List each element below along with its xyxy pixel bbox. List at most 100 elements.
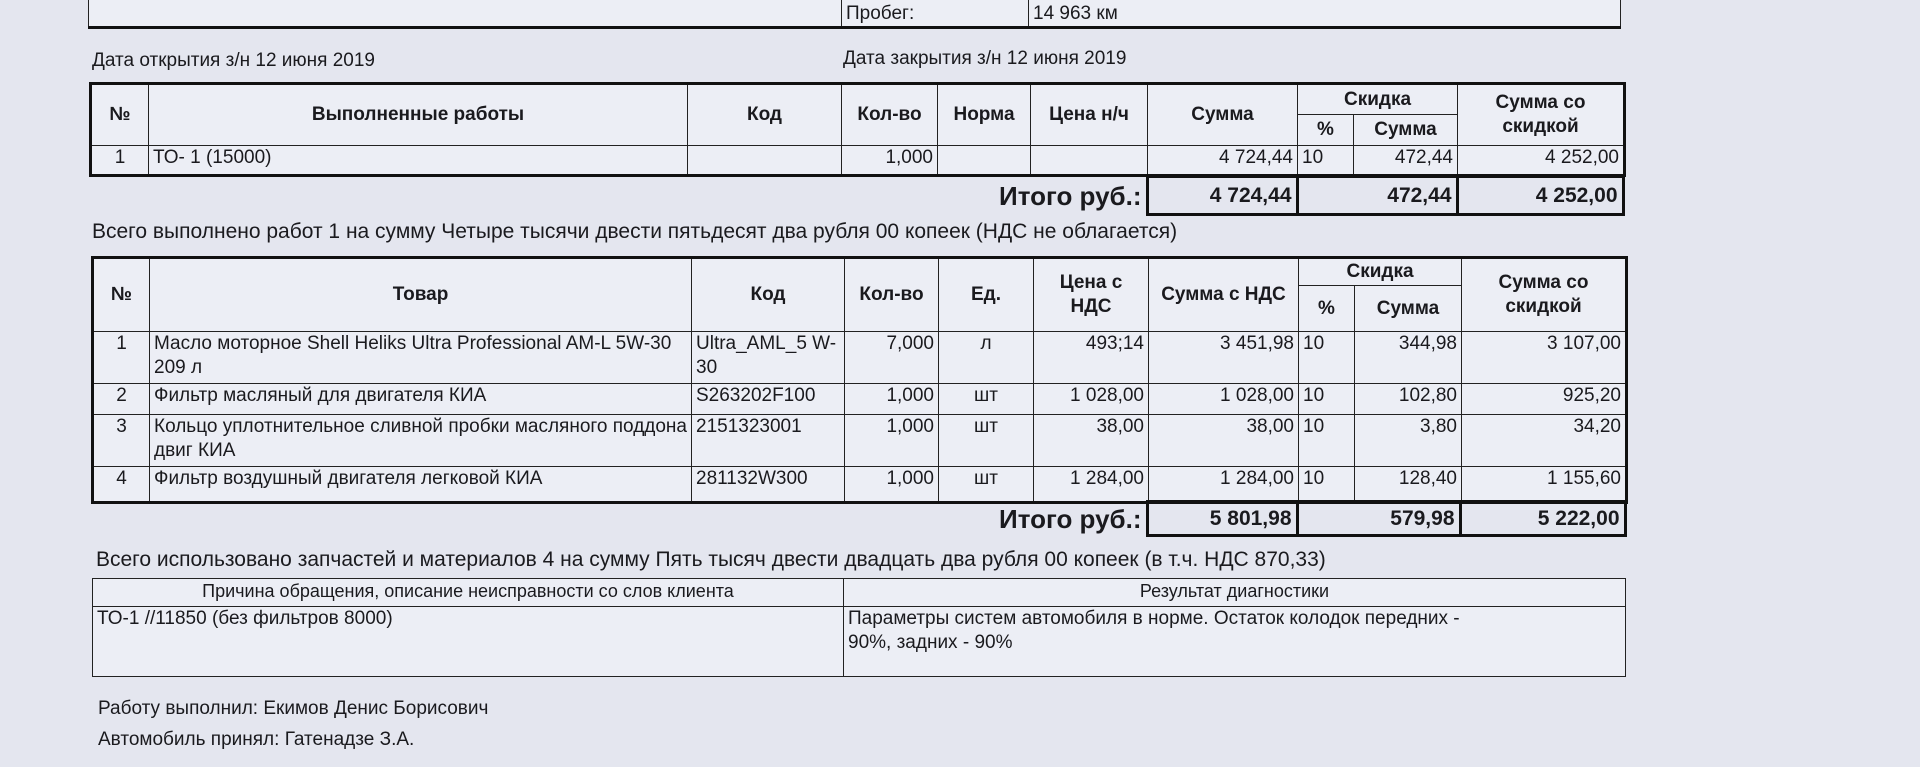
goods-summary: Всего использовано запчастей и материало… [96, 548, 1326, 571]
row-disc: 3,80 [1354, 414, 1462, 467]
row-unit: шт [938, 414, 1034, 467]
open-date: Дата открытия з/н 12 июня 2019 [92, 50, 375, 71]
row-name: Фильтр масляный для двигателя КИА [149, 383, 692, 415]
col-sum-discounted: Сумма со скидкой [1457, 83, 1625, 146]
table-row: 1 ТО- 1 (15000) 1,000 4 724,44 10 472,44… [90, 145, 1625, 176]
col-discount-sum: Сумма [1354, 285, 1462, 332]
col-discount-sum: Сумма [1353, 114, 1458, 146]
row-sum: 38,00 [1148, 414, 1299, 467]
row-disc: 344,98 [1354, 331, 1462, 384]
row-qty: 1,000 [844, 414, 939, 467]
total-label: Итого руб.: [999, 180, 1142, 211]
vehicle-info-table: Пробег: 14 963 км [88, 0, 1621, 29]
accepted-by: Автомобиль принял: Гатенадзе З.А. [98, 729, 415, 750]
diagnostics-table: Причина обращения, описание неисправност… [92, 578, 1626, 677]
row-code: S263202F100 [691, 383, 845, 415]
col-price: Цена с НДС [1033, 257, 1149, 332]
mileage-value: 14 963 км [1028, 0, 1621, 28]
col-sum: Сумма [1147, 83, 1298, 146]
row-price: 493;14 [1033, 331, 1149, 384]
row-name: Фильтр воздушный двигателя легковой КИА [149, 466, 692, 503]
row-price [1030, 145, 1148, 176]
row-total: 4 252,00 [1457, 145, 1625, 176]
row-total: 1 155,60 [1461, 466, 1627, 503]
col-price: Цена н/ч [1030, 83, 1148, 146]
col-discount-pct: % [1297, 114, 1354, 146]
col-unit: Ед. [938, 257, 1034, 332]
col-discount: Скидка [1298, 257, 1462, 286]
row-num: 1 [92, 331, 150, 384]
row-pct: 10 [1297, 145, 1354, 176]
reason-text: ТО-1 //11850 (без фильтров 8000) [92, 606, 844, 677]
total-final: 5 222,00 [1458, 500, 1627, 537]
col-norm: Норма [937, 83, 1031, 146]
row-pct: 10 [1298, 331, 1355, 384]
col-code: Код [687, 83, 842, 146]
col-sum: Сумма с НДС [1148, 257, 1299, 332]
row-qty: 1,000 [844, 383, 939, 415]
row-code: 2151323001 [691, 414, 845, 467]
row-num: 1 [90, 145, 149, 176]
row-unit: л [938, 331, 1034, 384]
row-sum: 3 451,98 [1148, 331, 1299, 384]
row-sum: 1 028,00 [1148, 383, 1299, 415]
goods-table: № Товар Код Кол-во Ед. Цена с НДС Сумма … [91, 256, 1628, 504]
row-num: 4 [92, 466, 150, 503]
reason-header: Причина обращения, описание неисправност… [92, 578, 844, 607]
row-qty: 1,000 [844, 466, 939, 503]
row-pct: 10 [1298, 466, 1355, 503]
total-sum: 4 724,44 [1145, 175, 1299, 216]
works-table: № Выполненные работы Код Кол-во Норма Це… [89, 82, 1626, 177]
total-discount: 472,44 [1295, 175, 1459, 216]
col-discount: Скидка [1297, 83, 1458, 115]
goods-total: Итого руб.: 5 801,98 579,98 5 222,00 [700, 500, 1627, 537]
col-num: № [90, 83, 149, 146]
row-pct: 10 [1298, 414, 1355, 467]
row-total: 3 107,00 [1461, 331, 1627, 384]
table-row: 3 Кольцо уплотнительное сливной пробки ма… [92, 414, 1627, 467]
performed-by: Работу выполнил: Екимов Денис Борисович [98, 698, 489, 719]
row-unit: шт [938, 466, 1034, 503]
empty-cell [88, 0, 842, 28]
col-qty: Кол-во [844, 257, 939, 332]
close-date: Дата закрытия з/н 12 июня 2019 [843, 48, 1127, 69]
table-row: 4 Фильтр воздушный двигателя легковой КИА… [92, 466, 1627, 503]
row-price: 1 028,00 [1033, 383, 1149, 415]
result-text: Параметры систем автомобиля в норме. Ост… [843, 606, 1626, 677]
table-row: 1 Масло моторное Shell Heliks Ultra Profe… [92, 331, 1627, 384]
row-code [687, 145, 842, 176]
row-name: Масло моторное Shell Heliks Ultra Profes… [149, 331, 692, 384]
row-unit: шт [938, 383, 1034, 415]
total-discount: 579,98 [1295, 500, 1462, 537]
row-code: Ultra_AML_5 W-30 [691, 331, 845, 384]
row-qty: 1,000 [841, 145, 938, 176]
col-sum-discounted: Сумма со скидкой [1461, 257, 1627, 332]
col-num: № [92, 257, 150, 332]
row-price: 1 284,00 [1033, 466, 1149, 503]
row-disc: 472,44 [1353, 145, 1458, 176]
row-num: 2 [92, 383, 150, 415]
row-name: ТО- 1 (15000) [148, 145, 688, 176]
row-total: 34,20 [1461, 414, 1627, 467]
row-pct: 10 [1298, 383, 1355, 415]
row-disc: 102,80 [1354, 383, 1462, 415]
row-qty: 7,000 [844, 331, 939, 384]
works-summary: Всего выполнено работ 1 на сумму Четыре … [92, 220, 1178, 243]
row-disc: 128,40 [1354, 466, 1462, 503]
total-sum: 5 801,98 [1145, 500, 1299, 537]
works-total: Итого руб.: 4 724,44 472,44 4 252,00 [700, 175, 1625, 216]
col-code: Код [691, 257, 845, 332]
row-name: Кольцо уплотнительное сливной пробки мас… [149, 414, 692, 467]
col-qty: Кол-во [841, 83, 938, 146]
row-sum: 1 284,00 [1148, 466, 1299, 503]
col-name: Выполненные работы [148, 83, 688, 146]
row-sum: 4 724,44 [1147, 145, 1298, 176]
row-num: 3 [92, 414, 150, 467]
result-header: Результат диагностики [843, 578, 1626, 607]
total-final: 4 252,00 [1455, 175, 1625, 216]
row-total: 925,20 [1461, 383, 1627, 415]
col-name: Товар [149, 257, 692, 332]
col-discount-pct: % [1298, 285, 1355, 332]
total-label: Итого руб.: [999, 503, 1142, 534]
row-norm [937, 145, 1031, 176]
